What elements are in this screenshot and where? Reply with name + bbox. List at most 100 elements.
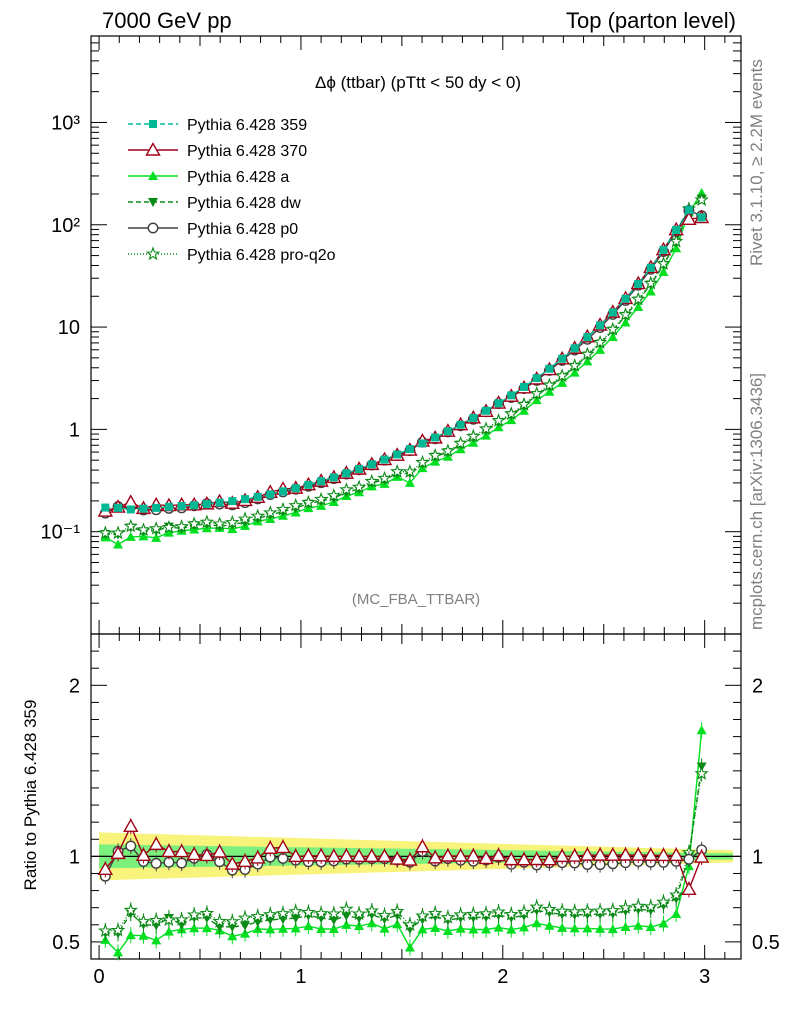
marker (503, 851, 519, 866)
marker (113, 539, 124, 549)
marker (301, 904, 316, 919)
marker (250, 508, 265, 523)
ratio-y-tick-label-left: 0.5 (52, 932, 80, 954)
legend-entry: Pythia 6.428 370 (128, 142, 307, 160)
legend: Pythia 6.428 359 Pythia 6.428 370 Pythia 6… (128, 117, 336, 264)
marker (377, 470, 392, 485)
marker (656, 256, 671, 270)
marker (392, 919, 403, 929)
marker (481, 924, 492, 934)
marker (643, 847, 659, 861)
marker (145, 142, 161, 156)
marker (290, 923, 301, 933)
marker (656, 894, 671, 909)
marker (440, 848, 456, 862)
marker (494, 399, 503, 408)
marker (672, 225, 681, 234)
marker (237, 511, 253, 526)
marker (98, 525, 113, 540)
marker (136, 522, 151, 537)
marker (176, 857, 188, 869)
marker (643, 275, 659, 290)
marker (377, 907, 392, 922)
marker (228, 497, 237, 506)
marker (364, 473, 379, 488)
chart-title: Δϕ (ttbar) (pTtt < 50 dy < 0) (315, 73, 521, 92)
marker (634, 279, 643, 288)
marker (592, 334, 608, 349)
y-tick-label: 10 (58, 317, 80, 339)
ratio-y-tick-label-left: 2 (69, 675, 80, 697)
marker (607, 332, 618, 342)
marker (329, 473, 338, 482)
marker (265, 924, 276, 934)
marker (266, 490, 275, 499)
marker (630, 291, 646, 306)
marker (579, 847, 596, 861)
marker (262, 906, 278, 921)
marker (174, 519, 189, 533)
marker (557, 377, 568, 387)
marker (212, 913, 227, 928)
marker (440, 443, 456, 458)
mcplots-label: mcplots.cern.ch [arXiv:1306.3436] (747, 373, 766, 630)
marker (316, 923, 327, 933)
marker (569, 367, 580, 377)
marker (150, 857, 162, 869)
marker (364, 848, 380, 863)
ratio-ylabel: Ratio to Pythia 6.428 359 (21, 700, 40, 891)
ratio-y-tick-label-right: 0.5 (752, 932, 780, 954)
marker (199, 847, 215, 862)
marker (110, 845, 126, 860)
marker (342, 469, 351, 478)
marker (287, 848, 304, 863)
legend-entry: Pythia 6.428 a (128, 169, 289, 186)
marker (452, 848, 469, 862)
marker (595, 923, 606, 933)
marker (529, 899, 544, 914)
marker (490, 847, 507, 862)
marker (237, 910, 253, 925)
header-right: Top (parton level) (566, 8, 736, 33)
marker (428, 905, 443, 920)
marker (415, 908, 430, 923)
marker (618, 307, 633, 321)
marker (671, 243, 682, 253)
legend-label: Pythia 6.428 pro-q2o (187, 247, 336, 264)
marker (301, 494, 316, 509)
marker (253, 492, 262, 501)
marker (241, 495, 250, 504)
marker (694, 766, 709, 780)
marker (554, 848, 570, 863)
marker (596, 321, 605, 330)
marker (379, 923, 390, 933)
marker (428, 447, 443, 462)
marker (569, 923, 580, 933)
marker (339, 482, 354, 496)
marker (326, 906, 341, 920)
marker (326, 848, 342, 863)
series-pythia-6-428-dw (100, 194, 707, 942)
marker (643, 899, 659, 913)
marker (148, 198, 158, 207)
marker (161, 519, 177, 534)
x-tick-label: 3 (699, 966, 710, 988)
marker (224, 856, 241, 870)
marker (554, 368, 570, 383)
legend-entry: Pythia 6.428 pro-q2o (128, 246, 336, 264)
marker (696, 187, 707, 197)
marker (380, 455, 389, 464)
marker (139, 504, 148, 513)
marker (250, 908, 265, 923)
marker (630, 898, 646, 913)
legend-entry: Pythia 6.428 p0 (128, 221, 298, 238)
marker (468, 924, 479, 934)
marker (545, 364, 554, 373)
marker (558, 354, 567, 363)
marker (621, 294, 630, 303)
legend-label: Pythia 6.428 370 (187, 143, 307, 160)
series-pythia-6-428-359 (101, 205, 706, 514)
marker (189, 923, 200, 933)
series-pythia-6-428-p0 (99, 205, 708, 885)
marker (173, 843, 190, 858)
